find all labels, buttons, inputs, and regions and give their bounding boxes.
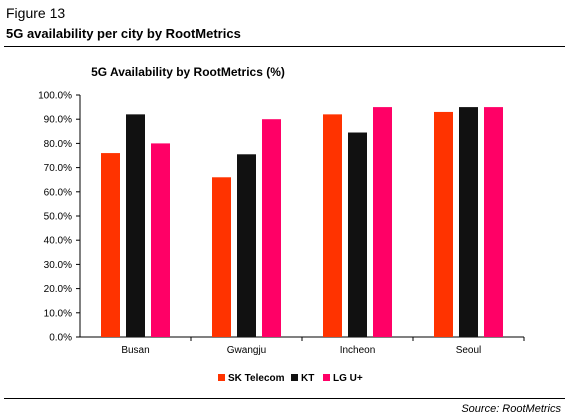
legend-swatch (218, 374, 225, 381)
bar-kt-gwangju (237, 154, 256, 337)
bar-lg-u--busan (151, 143, 170, 337)
y-tick-label: 70.0% (44, 163, 72, 174)
bar-chart: 5G Availability by RootMetrics (%) 0.0% 1… (38, 65, 525, 384)
y-tick-label: 100.0% (38, 91, 72, 102)
bar-lg-u--incheon (373, 107, 392, 337)
legend-label: LG U+ (333, 373, 363, 384)
y-tick-label: 20.0% (44, 284, 72, 295)
y-tick-label: 90.0% (44, 115, 72, 126)
x-tick-label: Incheon (340, 345, 376, 356)
y-tick-label: 40.0% (44, 236, 72, 247)
chart-bars (101, 107, 503, 337)
x-tick-label: Busan (121, 345, 149, 356)
bar-lg-u--gwangju (262, 119, 281, 337)
legend-label: SK Telecom (228, 373, 285, 384)
bar-kt-incheon (348, 132, 367, 337)
figure-label: Figure 13 (6, 5, 66, 21)
y-tick-label: 10.0% (44, 308, 72, 319)
bottom-divider (4, 398, 565, 399)
source-note: Source: RootMetrics (461, 403, 561, 415)
x-tick-label: Gwangju (227, 345, 266, 356)
category-labels: Busan Gwangju Incheon Seoul (121, 345, 481, 356)
y-tick-label: 30.0% (44, 260, 72, 271)
bar-sk-telecom-gwangju (212, 177, 231, 337)
bar-kt-seoul (459, 107, 478, 337)
legend-label: KT (301, 373, 314, 384)
bar-sk-telecom-busan (101, 153, 120, 337)
bar-lg-u--seoul (484, 107, 503, 337)
legend-swatch (323, 374, 330, 381)
bar-sk-telecom-seoul (434, 111, 453, 337)
y-tick-label: 80.0% (44, 139, 72, 150)
bar-kt-busan (126, 114, 145, 337)
y-tick-label: 0.0% (49, 333, 72, 344)
chart-legend: SK Telecom KT LG U+ (218, 373, 363, 384)
figure-title: 5G availability per city by RootMetrics (6, 26, 241, 41)
top-divider (4, 46, 565, 47)
chart-title: 5G Availability by RootMetrics (%) (91, 65, 285, 79)
bar-sk-telecom-incheon (323, 114, 342, 337)
y-tick-label: 50.0% (44, 212, 72, 223)
y-tick-label: 60.0% (44, 187, 72, 198)
legend-swatch (291, 374, 298, 381)
x-tick-label: Seoul (456, 345, 482, 356)
